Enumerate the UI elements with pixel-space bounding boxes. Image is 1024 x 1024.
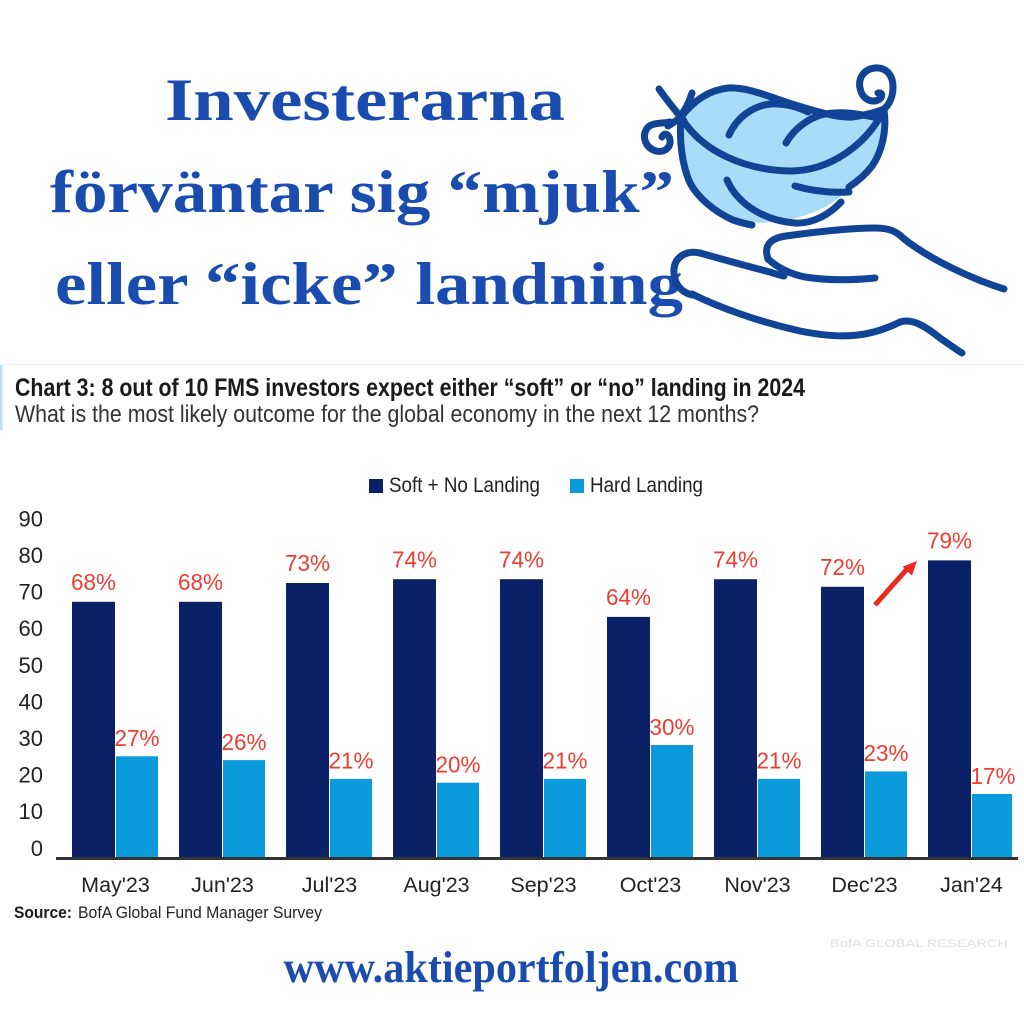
- svg-text:Source:: Source:: [14, 903, 72, 922]
- svg-text:eller “icke” landning: eller “icke” landning: [55, 251, 683, 317]
- svg-text:Nov'23: Nov'23: [724, 873, 790, 897]
- svg-text:BofA GLOBAL RESEARCH: BofA GLOBAL RESEARCH: [830, 938, 1008, 950]
- svg-text:Oct'23: Oct'23: [620, 873, 682, 897]
- svg-text:0: 0: [31, 836, 43, 861]
- svg-text:Sep'23: Sep'23: [510, 873, 576, 897]
- svg-text:30: 30: [19, 726, 43, 751]
- svg-text:23%: 23%: [864, 740, 909, 766]
- svg-text:Jun'23: Jun'23: [191, 873, 254, 897]
- svg-text:20%: 20%: [436, 752, 481, 778]
- svg-text:Aug'23: Aug'23: [403, 873, 469, 897]
- svg-text:70: 70: [19, 580, 43, 605]
- svg-text:40: 40: [19, 689, 43, 714]
- svg-text:50: 50: [19, 653, 43, 678]
- svg-text:21%: 21%: [329, 748, 374, 774]
- svg-text:72%: 72%: [820, 554, 865, 580]
- svg-text:förväntar sig “mjuk”: förväntar sig “mjuk”: [50, 159, 674, 225]
- svg-text:90: 90: [19, 506, 43, 531]
- svg-text:BofA Global Fund Manager Surve: BofA Global Fund Manager Survey: [78, 903, 322, 922]
- svg-text:Chart 3: 8 out of 10 FMS inves: Chart 3: 8 out of 10 FMS investors expec…: [15, 374, 805, 402]
- svg-text:Soft + No Landing: Soft + No Landing: [389, 474, 540, 497]
- svg-text:Jan'24: Jan'24: [940, 873, 1003, 897]
- svg-text:64%: 64%: [606, 584, 651, 610]
- svg-text:21%: 21%: [757, 748, 802, 774]
- svg-text:21%: 21%: [543, 748, 588, 774]
- svg-text:68%: 68%: [178, 569, 223, 595]
- svg-text:Hard Landing: Hard Landing: [590, 474, 703, 497]
- svg-text:27%: 27%: [115, 725, 160, 751]
- svg-text:30%: 30%: [650, 714, 695, 740]
- svg-text:80: 80: [19, 543, 43, 568]
- svg-text:20: 20: [19, 763, 43, 788]
- svg-text:68%: 68%: [71, 569, 116, 595]
- svg-text:79%: 79%: [927, 528, 972, 554]
- svg-text:60: 60: [19, 616, 43, 641]
- svg-text:May'23: May'23: [81, 873, 150, 897]
- svg-text:10: 10: [19, 799, 43, 824]
- svg-text:74%: 74%: [392, 546, 437, 572]
- svg-text:26%: 26%: [222, 729, 267, 755]
- svg-text:74%: 74%: [713, 546, 758, 572]
- svg-text:73%: 73%: [285, 550, 330, 576]
- svg-text:Investerarna: Investerarna: [165, 67, 565, 133]
- svg-text:Dec'23: Dec'23: [831, 873, 897, 897]
- svg-text:Jul'23: Jul'23: [302, 873, 358, 897]
- svg-text:17%: 17%: [971, 763, 1016, 789]
- svg-text:www.aktieportfoljen.com: www.aktieportfoljen.com: [284, 943, 739, 992]
- svg-text:74%: 74%: [499, 546, 544, 572]
- svg-text:What is the most likely outcom: What is the most likely outcome for the …: [15, 401, 759, 428]
